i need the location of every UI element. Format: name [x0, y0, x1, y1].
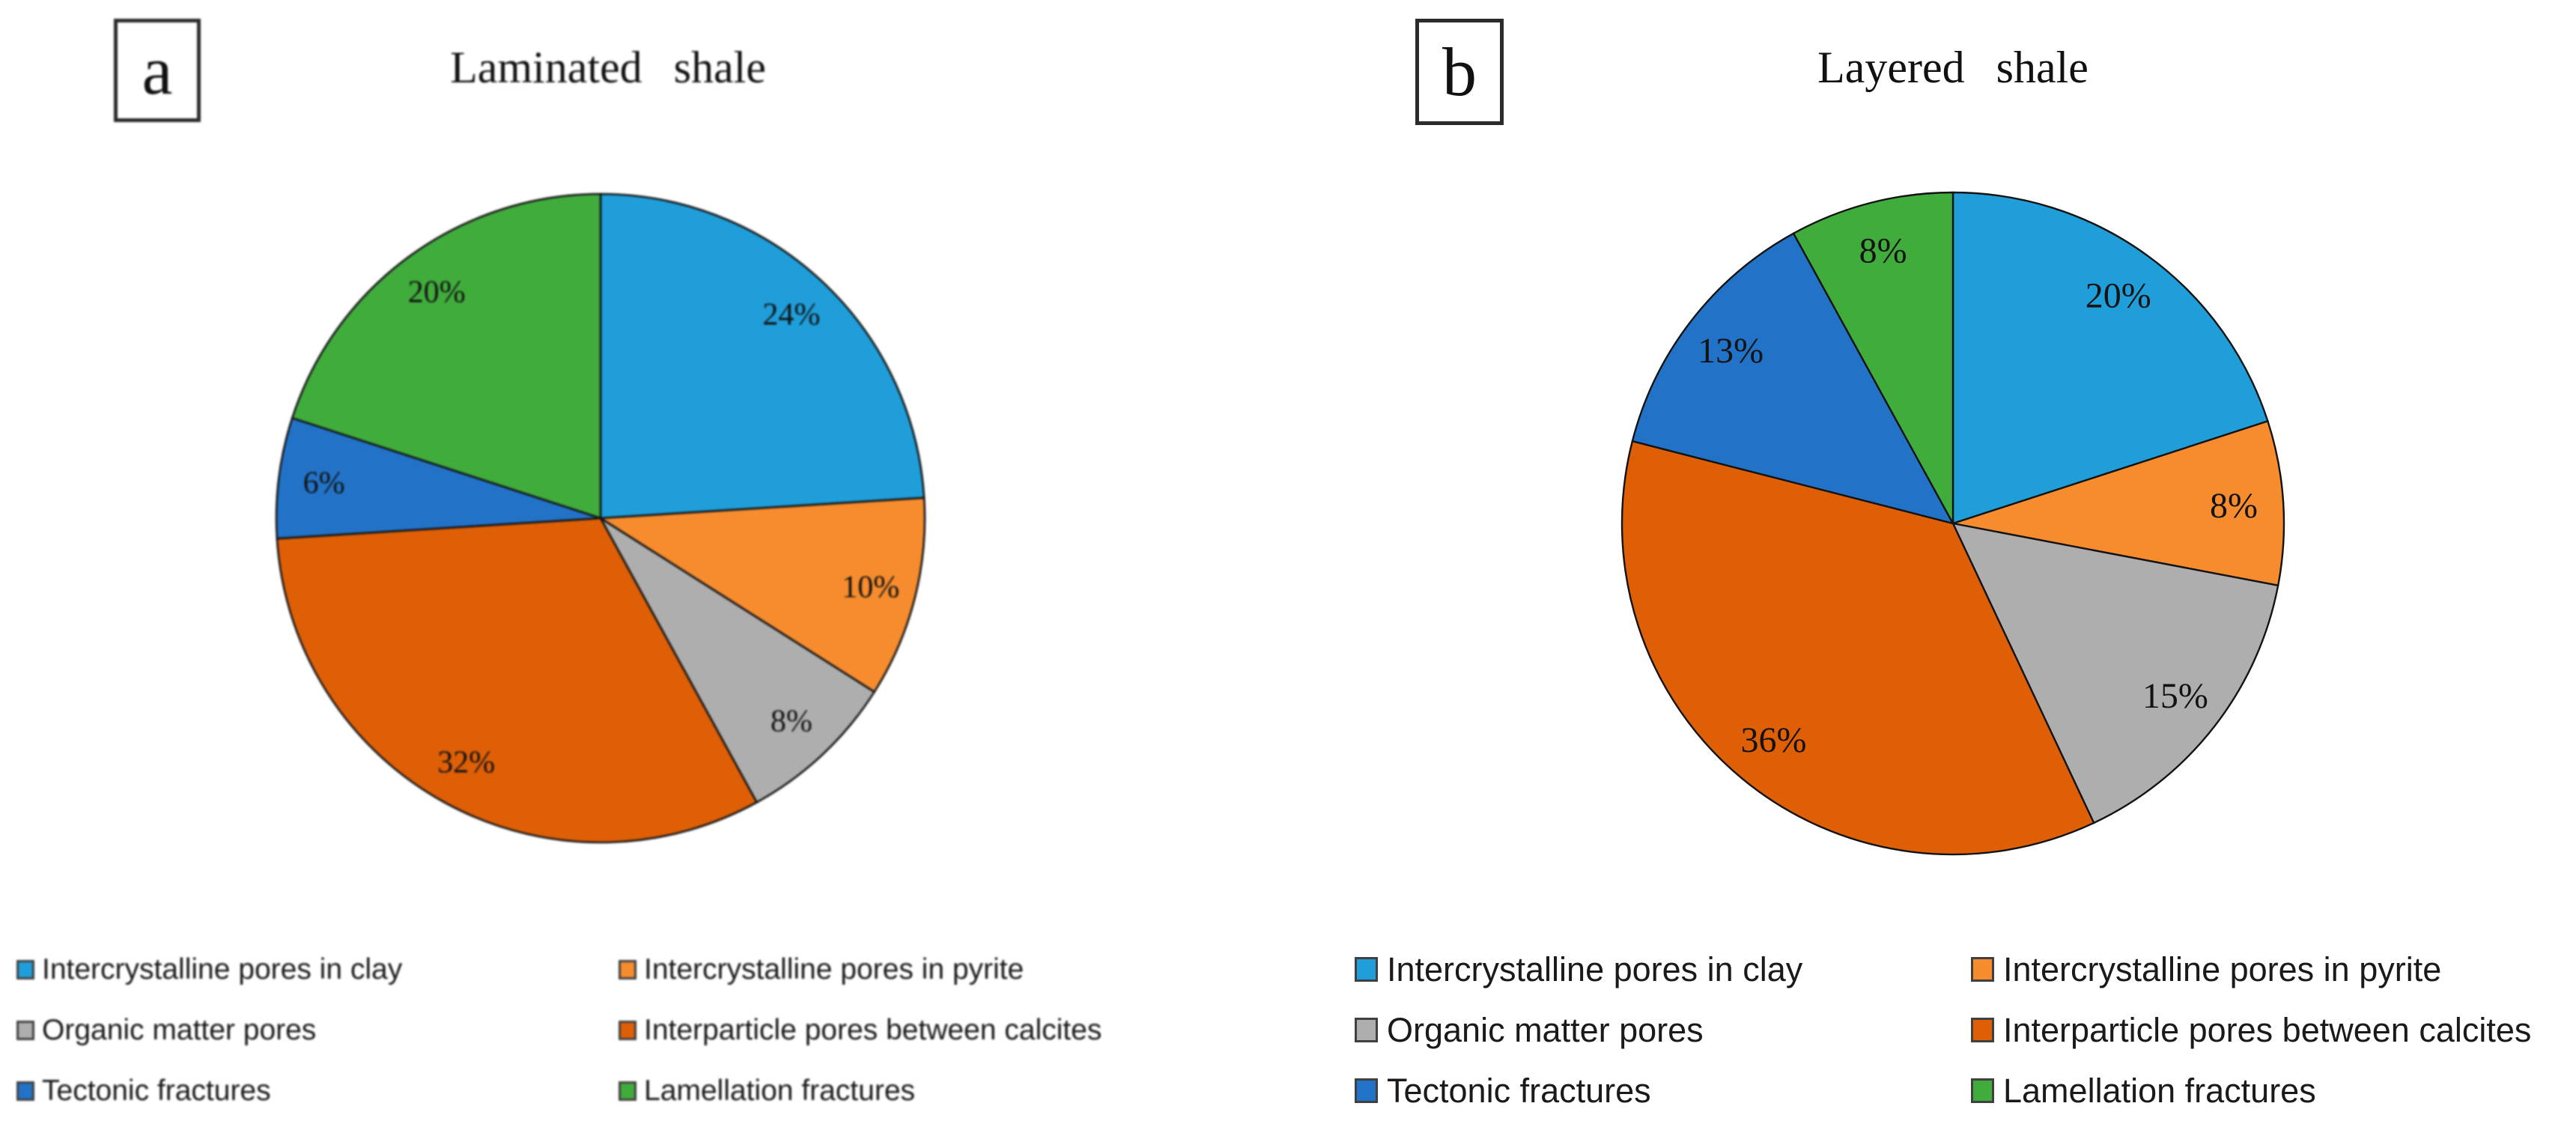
legend-item-organic-matter-pores: Organic matter pores: [1355, 1000, 1971, 1060]
pie-slice-value-label: 8%: [2210, 486, 2258, 526]
pie-slice-value-label: 8%: [1859, 231, 1907, 271]
chart-title-laminated-shale: Laminated shale: [450, 43, 766, 92]
panel-label-b: b: [1442, 34, 1477, 110]
legend-item-tectonic-fractures: Tectonic fractures: [16, 1060, 619, 1121]
pie-slice-lamellation-fractures: [291, 192, 602, 520]
legend-swatch: [1971, 957, 1994, 982]
pie-slice-intercrystalline-pores-in-pyrite: [1952, 419, 2285, 587]
legend-swatch: [1355, 1018, 1378, 1042]
legend-item-tectonic-fractures: Tectonic fractures: [1355, 1060, 1971, 1121]
legend-item-interparticle-pores-between-calcites: Interparticle pores between calcites: [1971, 1000, 2531, 1060]
pie-slice-value-label: 32%: [437, 745, 495, 780]
pie-slice-value-label: 10%: [842, 571, 899, 605]
legend-label: Lamellation fractures: [2003, 1071, 2316, 1110]
pie-chart-laminated-shale: 24% 10% 8% 32% 6% 20%: [275, 192, 926, 844]
legend-label: Intercrystalline pores in pyrite: [644, 953, 1024, 985]
legend-item-intercrystalline-pores-in-clay: Intercrystalline pores in clay: [1355, 939, 1971, 1000]
legend-item-organic-matter-pores: Organic matter pores: [16, 1000, 619, 1060]
legend-swatch: [16, 959, 34, 979]
legend-label: Tectonic fractures: [1387, 1071, 1651, 1110]
pie-slice-lamellation-fractures: [1792, 191, 1954, 524]
pie-slice-intercrystalline-pores-in-clay: [599, 192, 926, 520]
pie-slice-tectonic-fractures: [275, 416, 601, 540]
legend-item-intercrystalline-pores-in-pyrite: Intercrystalline pores in pyrite: [1971, 939, 2531, 1000]
pie-slice-tectonic-fractures: [1631, 232, 1955, 525]
pie-slice-value-label: 13%: [1698, 331, 1764, 371]
legend-item-intercrystalline-pores-in-pyrite: Intercrystalline pores in pyrite: [619, 939, 1102, 1000]
pie-slice-value-label: 15%: [2142, 676, 2208, 716]
pie-slice-value-label: 8%: [771, 705, 812, 739]
legend-swatch: [16, 1081, 34, 1101]
legend-swatch: [1971, 1078, 1994, 1103]
pie-slice-interparticle-pores-between-calcites: [276, 517, 759, 844]
legend-label: Interparticle pores between calcites: [2003, 1010, 2532, 1049]
legend-label: Tectonic fractures: [42, 1074, 271, 1107]
pie-slice-value-label: 6%: [303, 466, 345, 500]
chart-title-layered-shale: Layered shale: [1817, 43, 2089, 92]
panel-layered-shale: b Layered shale 20% 8% 15% 36% 13% 8% Intercr…: [1288, 0, 2576, 1133]
legend-label: Lamellation fractures: [644, 1074, 916, 1107]
legend-laminated-shale: Intercrystalline pores in clay Intercryst…: [16, 939, 1102, 1121]
legend-label: Intercrystalline pores in clay: [42, 953, 403, 985]
legend-swatch: [619, 1020, 637, 1040]
pie-slice-interparticle-pores-between-calcites: [1620, 440, 2095, 856]
legend-label: Organic matter pores: [42, 1013, 317, 1046]
pie-slice-value-label: 20%: [408, 276, 466, 310]
legend-swatch: [16, 1020, 34, 1040]
pie-slice-intercrystalline-pores-in-clay: [1951, 191, 2269, 525]
legend-layered-shale: Intercrystalline pores in clay Intercryst…: [1355, 939, 2531, 1121]
pie-slice-value-label: 36%: [1741, 720, 1807, 760]
legend-item-lamellation-fractures: Lamellation fractures: [619, 1060, 1102, 1121]
legend-label: Intercrystalline pores in clay: [1387, 950, 1803, 988]
panel-label-box-b: b: [1415, 19, 1504, 125]
pie-slice-value-label: 20%: [2086, 276, 2151, 316]
panel-laminated-shale: a Laminated shale 24% 10% 8% 32% 6% 20% Inter…: [16, 19, 1102, 1121]
pie-slice-organic-matter-pores: [599, 517, 876, 804]
legend-item-intercrystalline-pores-in-clay: Intercrystalline pores in clay: [16, 939, 619, 1000]
legend-label: Interparticle pores between calcites: [644, 1013, 1102, 1046]
legend-swatch: [1971, 1018, 1994, 1042]
legend-swatch: [619, 959, 637, 979]
pie-slice-intercrystalline-pores-in-pyrite: [597, 496, 926, 693]
legend-swatch: [1355, 957, 1378, 982]
legend-swatch: [619, 1081, 637, 1101]
pie-chart-layered-shale: 20% 8% 15% 36% 13% 8%: [1620, 191, 2285, 856]
pie-slice-value-label: 24%: [762, 298, 820, 332]
legend-item-lamellation-fractures: Lamellation fractures: [1971, 1060, 2531, 1121]
panel-label-a: a: [142, 32, 173, 109]
pie-slice-organic-matter-pores: [1951, 522, 2279, 824]
legend-label: Intercrystalline pores in pyrite: [2003, 950, 2442, 988]
legend-swatch: [1355, 1078, 1378, 1103]
legend-label: Organic matter pores: [1387, 1010, 1704, 1049]
panel-label-box-a: a: [114, 19, 201, 122]
legend-item-interparticle-pores-between-calcites: Interparticle pores between calcites: [619, 1000, 1102, 1060]
